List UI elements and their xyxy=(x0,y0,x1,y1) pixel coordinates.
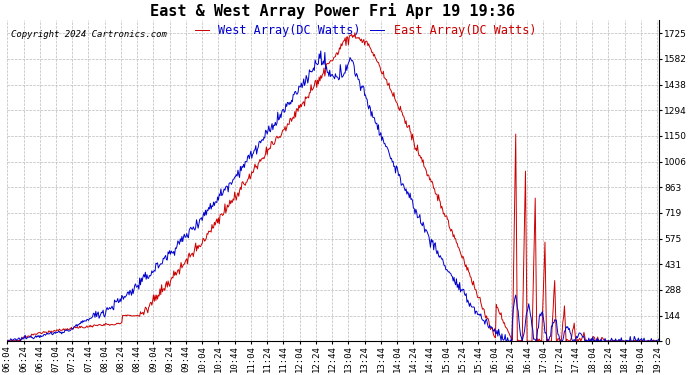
East Array(DC Watts) xyxy=(411,212,419,216)
Title: East & West Array Power Fri Apr 19 19:36: East & West Array Power Fri Apr 19 19:36 xyxy=(150,3,515,19)
East Array(DC Watts) xyxy=(442,267,451,272)
West Array(DC Watts) xyxy=(412,146,420,150)
East Array(DC Watts) xyxy=(95,316,104,321)
West Array(DC Watts) xyxy=(96,322,104,327)
West Array(DC Watts) xyxy=(444,217,452,222)
East Array(DC Watts) xyxy=(317,49,325,53)
East Array(DC Watts) xyxy=(3,339,12,344)
Line: West Array(DC Watts): West Array(DC Watts) xyxy=(8,33,659,341)
West Array(DC Watts) xyxy=(95,322,104,327)
Legend: West Array(DC Watts), East Array(DC Watts): West Array(DC Watts), East Array(DC Watt… xyxy=(190,20,541,42)
East Array(DC Watts) xyxy=(94,310,102,314)
West Array(DC Watts) xyxy=(160,286,168,291)
West Array(DC Watts) xyxy=(6,339,14,344)
West Array(DC Watts) xyxy=(343,34,351,39)
East Array(DC Watts) xyxy=(343,68,351,73)
West Array(DC Watts) xyxy=(351,31,359,35)
East Array(DC Watts) xyxy=(655,337,663,341)
West Array(DC Watts) xyxy=(655,339,663,344)
Text: Copyright 2024 Cartronics.com: Copyright 2024 Cartronics.com xyxy=(10,30,166,39)
Line: East Array(DC Watts): East Array(DC Watts) xyxy=(8,51,659,341)
West Array(DC Watts) xyxy=(3,339,12,343)
East Array(DC Watts) xyxy=(159,256,168,260)
